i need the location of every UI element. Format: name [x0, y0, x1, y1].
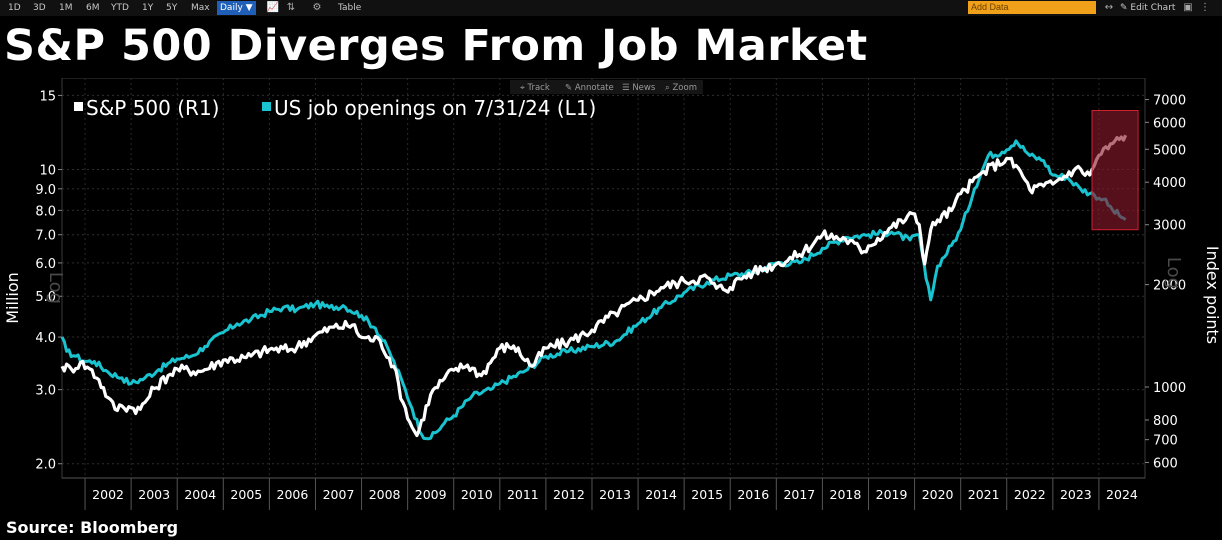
- news-icon: ☰: [622, 83, 632, 93]
- window-icon[interactable]: ▣: [1183, 2, 1193, 13]
- left-tick-label: 15: [39, 89, 56, 104]
- news-tool[interactable]: ☰ News: [622, 83, 656, 93]
- right-tick-label: 1000: [1153, 381, 1186, 396]
- chart-tools-bar: ⌖ Track ✎ Annotate ☰ News ⌕ Zoom: [510, 80, 703, 94]
- right-tick-label: 5000: [1153, 143, 1186, 158]
- left-axis-label: Million: [3, 272, 22, 324]
- legend-label-job-openings: US job openings on 7/31/24 (L1): [274, 96, 596, 120]
- range-5y-button[interactable]: 5Y: [166, 3, 178, 13]
- highlight-box: [1091, 110, 1139, 231]
- right-axis-scale-note: Log: [1163, 257, 1184, 289]
- right-tick-label: 600: [1153, 456, 1178, 471]
- range-1d-button[interactable]: 1D: [8, 3, 21, 13]
- track-icon: ⌖: [520, 83, 528, 93]
- series-line-job-openings: [60, 139, 1127, 441]
- right-tick-label: 2000: [1153, 279, 1186, 294]
- x-tick-label: 2023: [1060, 487, 1092, 502]
- left-tick-label: 2.0: [35, 458, 56, 473]
- right-tick-label: 700: [1153, 434, 1178, 449]
- left-tick-label: 5.0: [35, 290, 56, 305]
- x-tick-label: 2004: [184, 487, 216, 502]
- add-data-input[interactable]: [968, 1, 1096, 14]
- track-tool[interactable]: ⌖ Track: [520, 83, 550, 93]
- x-tick-label: 2016: [737, 487, 769, 502]
- left-axis-scale-note: Log: [45, 272, 66, 304]
- left-tick-label: 10: [39, 164, 56, 179]
- zoom-tool[interactable]: ⌕ Zoom: [665, 83, 697, 93]
- x-axis: 2002 2003 2004 2005 2006 2007 2008 2009 2010 2011…: [62, 477, 1145, 510]
- x-tick-label: 2006: [277, 487, 309, 502]
- page-title: S&P 500 Diverges From Job Market: [4, 21, 868, 71]
- left-axis: 2.0 3.0 4.0 5.0 6.0 7.0 8.0 9.0 10 15: [35, 89, 62, 473]
- left-tick-label: 9.0: [35, 183, 56, 198]
- x-tick-label: 2015: [691, 487, 723, 502]
- chart-svg: 2.0 3.0 4.0 5.0 6.0 7.0 8.0 9.0 10 15 600 700 800 10…: [3, 77, 1222, 510]
- x-tick-label: 2007: [323, 487, 355, 502]
- plot-frame: [61, 77, 1146, 479]
- right-tick-label: 800: [1153, 414, 1178, 429]
- x-tick-label: 2012: [553, 487, 585, 502]
- right-axis-label: Index points: [1203, 246, 1222, 344]
- x-tick-label: 2013: [599, 487, 631, 502]
- legend: S&P 500 (R1) US job openings on 7/31/24 …: [74, 96, 596, 120]
- x-tick-label: 2024: [1106, 487, 1138, 502]
- x-tick-label: 2010: [461, 487, 493, 502]
- legend-swatch-job-openings: [262, 102, 271, 111]
- x-tick-label: 2005: [230, 487, 262, 502]
- x-tick-label: 2008: [369, 487, 401, 502]
- x-tick-label: 2003: [138, 487, 170, 502]
- x-tick-label: 2021: [968, 487, 1000, 502]
- left-tick-label: 4.0: [35, 331, 56, 346]
- x-tick-label: 2009: [415, 487, 447, 502]
- left-tick-label: 8.0: [35, 204, 56, 219]
- legend-label-sp500: S&P 500 (R1): [86, 96, 219, 120]
- grid: [62, 78, 1145, 478]
- annotate-tool[interactable]: ✎ Annotate: [565, 83, 614, 93]
- x-tick-label: 2020: [922, 487, 954, 502]
- options-icon[interactable]: ⋮: [1200, 2, 1210, 13]
- range-ytd-button[interactable]: YTD: [111, 3, 129, 13]
- left-tick-label: 3.0: [35, 384, 56, 399]
- left-tick-label: 6.0: [35, 257, 56, 272]
- settings-icon[interactable]: ⚙: [312, 2, 322, 13]
- period-dropdown[interactable]: Daily ▼: [217, 1, 256, 15]
- arrows-icon[interactable]: ↔: [1104, 2, 1114, 13]
- right-axis: 600 700 800 1000 2000 3000 4000 5000 6000 7000: [1145, 94, 1186, 471]
- right-tick-label: 7000: [1153, 94, 1186, 109]
- line-chart-icon[interactable]: 📈: [266, 2, 280, 13]
- chart-tools-bg: [510, 80, 703, 94]
- zoom-icon: ⌕: [665, 83, 672, 93]
- legend-swatch-sp500: [74, 102, 83, 111]
- chart-toolbar: 1D 3D 1M 6M YTD 1Y 5Y Max Daily ▼ 📈 ⇅ ⚙ …: [0, 0, 1222, 16]
- left-tick-label: 7.0: [35, 229, 56, 244]
- x-tick-label: 2018: [830, 487, 862, 502]
- x-tick-label: 2017: [783, 487, 815, 502]
- x-tick-label: 2022: [1014, 487, 1046, 502]
- x-tick-label: 2002: [92, 487, 124, 502]
- x-tick-label: 2011: [507, 487, 539, 502]
- range-3d-button[interactable]: 3D: [33, 3, 46, 13]
- highlight-overlay: [1091, 110, 1139, 231]
- source-note: Source: Bloomberg: [6, 518, 179, 537]
- range-6m-button[interactable]: 6M: [86, 3, 100, 13]
- range-1y-button[interactable]: 1Y: [142, 3, 154, 13]
- edit-chart-button[interactable]: ✎ Edit Chart: [1120, 3, 1176, 13]
- right-tick-label: 4000: [1153, 176, 1186, 191]
- x-tick-label: 2014: [645, 487, 677, 502]
- range-max-button[interactable]: Max: [191, 3, 210, 13]
- series-layer: [60, 134, 1128, 441]
- pencil-icon: ✎: [565, 83, 575, 93]
- right-tick-label: 6000: [1153, 116, 1186, 131]
- range-1m-button[interactable]: 1M: [59, 3, 73, 13]
- chart-area: 2.0 3.0 4.0 5.0 6.0 7.0 8.0 9.0 10 15 600 700 800 10…: [0, 77, 1222, 518]
- candlestick-icon[interactable]: ⇅: [286, 2, 296, 13]
- right-tick-label: 3000: [1153, 219, 1186, 234]
- series-line-sp500: [60, 134, 1128, 438]
- x-tick-label: 2019: [876, 487, 908, 502]
- table-button[interactable]: Table: [338, 3, 362, 13]
